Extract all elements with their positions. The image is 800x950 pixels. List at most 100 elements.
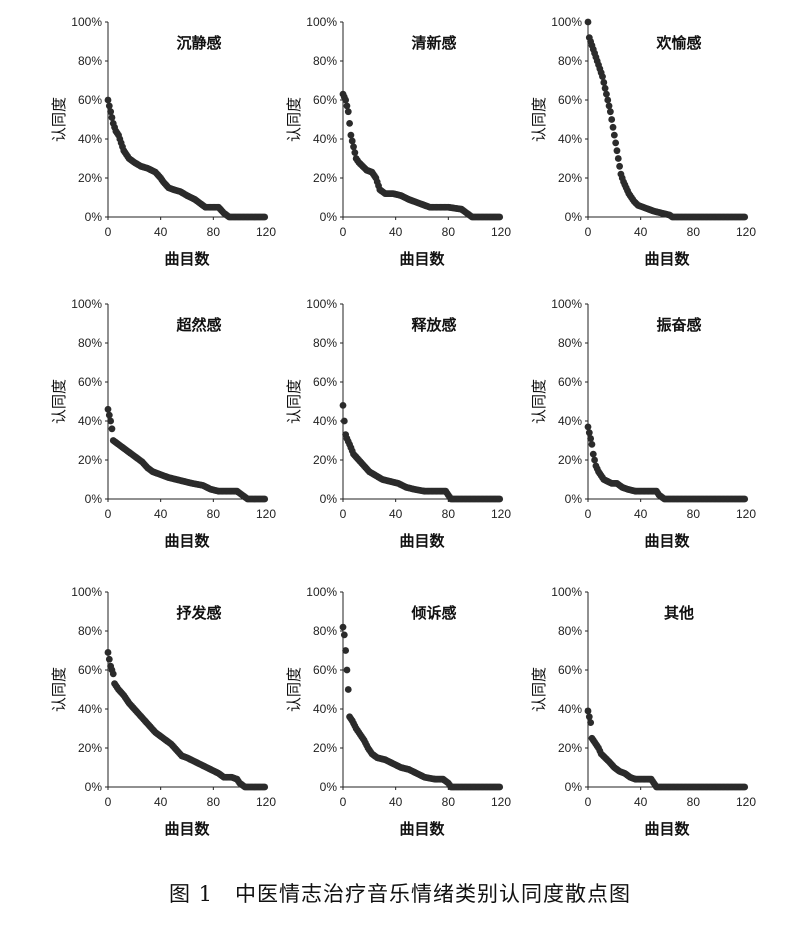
y-tick-label: 40% xyxy=(558,414,582,428)
x-tick-label: 40 xyxy=(389,225,403,239)
chart-title: 振奋感 xyxy=(656,316,701,334)
data-point xyxy=(587,719,595,727)
y-tick-label: 60% xyxy=(313,93,337,107)
y-tick-label: 40% xyxy=(313,414,337,428)
y-tick-label: 40% xyxy=(558,132,582,146)
y-axis-label: 认同度 xyxy=(285,379,303,424)
x-tick-label: 0 xyxy=(585,225,592,239)
y-tick-label: 0% xyxy=(565,780,583,794)
chart-title: 超然感 xyxy=(175,316,221,334)
x-tick-label: 120 xyxy=(491,225,511,239)
y-tick-label: 0% xyxy=(320,780,338,794)
x-axis-label: 曲目数 xyxy=(164,250,210,268)
data-point xyxy=(344,108,352,116)
x-tick-label: 40 xyxy=(634,795,648,809)
x-tick-label: 80 xyxy=(442,225,456,239)
scatter-panel: 0% 20% 40% 60% 80% 100% 0 40 80 120 其他 曲目数 认同度 xyxy=(520,580,770,850)
data-point xyxy=(109,670,117,678)
data-point xyxy=(584,707,592,715)
y-tick-label: 0% xyxy=(565,492,583,506)
y-tick-label: 20% xyxy=(313,171,337,185)
data-point xyxy=(600,79,608,86)
y-tick-label: 40% xyxy=(313,132,337,146)
y-tick-label: 100% xyxy=(306,585,337,599)
data-point xyxy=(108,425,116,433)
scatter-panel: 0% 20% 40% 60% 80% 100% 0 40 80 120 释放感 曲目数 认同度 xyxy=(275,292,525,562)
y-tick-label: 40% xyxy=(78,132,102,146)
data-point xyxy=(496,495,504,503)
data-point xyxy=(340,417,348,425)
y-tick-label: 20% xyxy=(558,741,582,755)
y-axis-label: 认同度 xyxy=(50,97,68,142)
x-tick-label: 40 xyxy=(154,507,168,521)
scatter-panel: 0% 20% 40% 60% 80% 100% 0 40 80 120 沉静感 曲目数 认同度 xyxy=(40,10,290,280)
data-point xyxy=(343,666,351,674)
y-tick-label: 0% xyxy=(565,210,583,224)
y-tick-label: 0% xyxy=(85,492,103,506)
y-tick-label: 100% xyxy=(71,15,102,29)
scatter-panel: 0% 20% 40% 60% 80% 100% 0 40 80 120 欢愉感 曲目数 认同度 xyxy=(520,10,770,280)
x-tick-label: 0 xyxy=(585,795,592,809)
y-tick-label: 100% xyxy=(71,297,102,311)
x-tick-label: 120 xyxy=(256,507,276,521)
y-axis-label: 认同度 xyxy=(530,379,548,424)
chart-title: 清新感 xyxy=(411,34,456,52)
data-point xyxy=(609,123,617,131)
chart-title: 沉静感 xyxy=(176,34,221,52)
data-point xyxy=(107,108,115,116)
data-point xyxy=(339,402,347,409)
y-axis-label: 认同度 xyxy=(50,667,68,712)
y-tick-label: 40% xyxy=(558,702,582,716)
x-tick-label: 0 xyxy=(340,507,347,521)
data-point xyxy=(587,435,595,442)
data-point xyxy=(339,623,347,631)
y-tick-label: 0% xyxy=(320,492,338,506)
x-tick-label: 80 xyxy=(207,225,221,239)
data-point xyxy=(608,116,616,123)
data-point xyxy=(347,131,355,139)
x-tick-label: 120 xyxy=(491,795,511,809)
data-point xyxy=(105,411,113,419)
data-point xyxy=(107,417,115,425)
data-point xyxy=(588,441,596,448)
chart-title: 欢愉感 xyxy=(655,34,701,52)
x-tick-label: 80 xyxy=(687,507,701,521)
y-axis-label: 认同度 xyxy=(50,379,68,424)
y-tick-label: 0% xyxy=(85,780,103,794)
data-point xyxy=(613,147,621,155)
x-axis-label: 曲目数 xyxy=(644,820,690,838)
x-tick-label: 120 xyxy=(256,225,276,239)
data-point xyxy=(591,456,598,464)
y-tick-label: 80% xyxy=(78,54,102,68)
x-tick-label: 120 xyxy=(736,507,756,521)
data-point xyxy=(585,429,593,437)
x-tick-label: 120 xyxy=(491,507,511,521)
data-point xyxy=(261,783,269,791)
y-axis-label: 认同度 xyxy=(530,97,548,142)
data-point xyxy=(584,18,592,26)
y-tick-label: 60% xyxy=(78,375,102,389)
x-tick-label: 80 xyxy=(207,795,221,809)
chart-title: 其他 xyxy=(664,604,694,622)
y-tick-label: 20% xyxy=(78,453,102,467)
x-tick-label: 40 xyxy=(634,225,648,239)
data-point xyxy=(589,450,597,458)
data-point xyxy=(604,96,612,104)
x-axis-label: 曲目数 xyxy=(644,532,690,550)
x-tick-label: 0 xyxy=(340,225,347,239)
data-point xyxy=(614,155,622,162)
data-point xyxy=(261,495,269,503)
scatter-panel: 0% 20% 40% 60% 80% 100% 0 40 80 120 振奋感 曲目数 认同度 xyxy=(520,292,770,562)
data-point xyxy=(741,495,749,503)
y-axis-label: 认同度 xyxy=(285,97,303,142)
data-point xyxy=(603,90,610,98)
y-tick-label: 80% xyxy=(558,336,582,350)
y-tick-label: 20% xyxy=(78,741,102,755)
y-tick-label: 40% xyxy=(313,702,337,716)
